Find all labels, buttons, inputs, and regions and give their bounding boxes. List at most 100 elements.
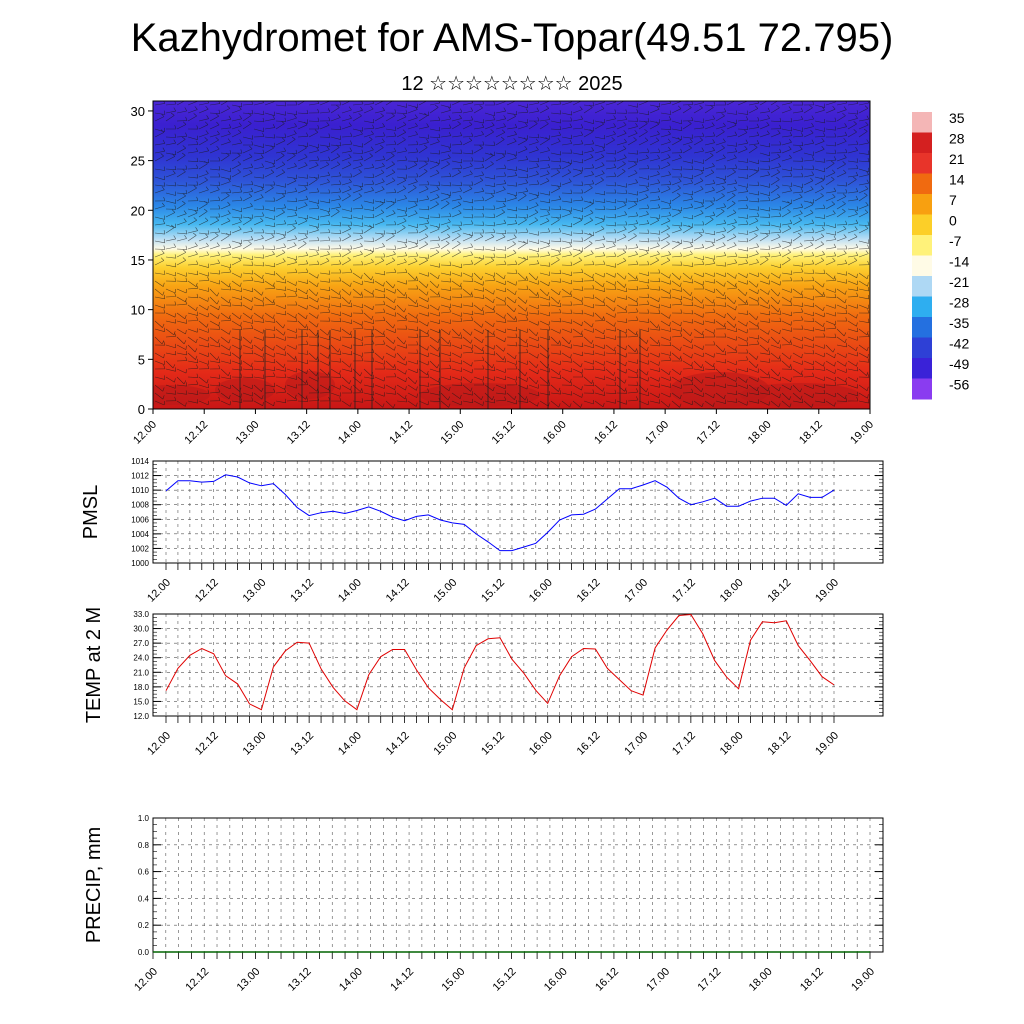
colorbar-swatch	[912, 194, 932, 215]
y-tick-label: 0	[138, 402, 145, 417]
y-tick-label: 20	[131, 203, 145, 218]
colorbar-label: 35	[949, 110, 965, 126]
x-tick-label: 13.00	[241, 577, 269, 605]
x-tick-label: 13.12	[285, 419, 313, 447]
x-tick-label: 17.00	[622, 730, 650, 758]
x-tick-label: 19.00	[849, 966, 877, 994]
y-tick-label: 0.4	[138, 894, 150, 903]
y-tick-label: 1.0	[138, 814, 150, 823]
y-tick-label: 5	[138, 352, 145, 367]
y-tick-label: 1004	[131, 530, 149, 539]
warm-core	[740, 383, 860, 407]
colorbar-label: -14	[949, 254, 969, 270]
x-tick-label: 14.00	[337, 966, 365, 994]
x-tick-label: 14.12	[387, 419, 415, 447]
x-tick-label: 18.00	[746, 419, 774, 447]
x-tick-label: 13.12	[288, 730, 316, 758]
x-tick-label: 12.00	[145, 577, 173, 605]
pmsl-axis-label: PMSL	[80, 485, 102, 539]
x-tick-label: 15.12	[490, 419, 518, 447]
colorbar-swatch	[912, 173, 932, 195]
x-tick-label: 14.00	[336, 730, 364, 758]
y-tick-label: 1002	[131, 544, 149, 553]
x-tick-label: 18.12	[765, 730, 793, 758]
y-tick-label: 10	[131, 303, 145, 318]
y-tick-label: 12.0	[133, 712, 149, 721]
x-tick-label: 18.12	[797, 419, 825, 447]
colorbar-swatch	[912, 358, 932, 379]
colorbar-swatch	[912, 337, 932, 359]
y-tick-label: 15.0	[133, 697, 149, 706]
x-tick-label: 12.12	[182, 419, 210, 447]
colorbar-label: 28	[949, 131, 965, 147]
y-tick-label: 1006	[131, 515, 149, 524]
x-tick-label: 12.00	[132, 966, 160, 994]
x-tick-label: 17.00	[643, 419, 671, 447]
x-tick-label: 12.00	[145, 730, 173, 758]
colorbar-label: 21	[949, 151, 965, 167]
x-tick-label: 18.12	[765, 577, 793, 605]
colorbar-label: 0	[949, 213, 957, 229]
y-tick-label: 0.8	[138, 841, 150, 850]
x-tick-label: 17.00	[622, 577, 650, 605]
y-tick-label: 18.0	[133, 683, 149, 692]
y-tick-label: 27.0	[133, 639, 149, 648]
x-tick-label: 16.12	[593, 966, 621, 994]
colorbar-label: -28	[949, 295, 969, 311]
x-tick-label: 17.12	[695, 419, 723, 447]
page-title: Kazhydromet for AMS-Topar(49.51 72.795)	[130, 16, 894, 60]
page-subtitle: 12 ☆☆☆☆☆☆☆☆ 2025	[401, 73, 623, 95]
x-tick-label: 13.00	[241, 730, 269, 758]
warm-core	[420, 383, 540, 407]
warm-core	[153, 385, 210, 405]
temp-panel: 12.0 15.0 18.0 21.0 24.0 27.0 30.0 33.0 12.00 12…	[83, 607, 884, 758]
x-tick-label: 16.00	[541, 419, 569, 447]
x-tick-label: 18.00	[718, 577, 746, 605]
temp-axis-label: TEMP at 2 M	[83, 607, 105, 723]
x-tick-label: 16.00	[527, 577, 555, 605]
colorbar-label: -7	[949, 233, 962, 249]
warm-core	[215, 378, 275, 402]
x-tick-label: 15.12	[479, 577, 507, 605]
colorbar-label: -42	[949, 336, 969, 352]
pmsl-panel: 1000 1002 1004 1006 1008 1010 1012 1014 12.00 12…	[80, 457, 884, 605]
colorbar-swatch	[912, 255, 932, 277]
x-tick-label: 16.12	[575, 577, 603, 605]
x-tick-label: 15.00	[439, 966, 467, 994]
x-tick-label: 12.12	[183, 966, 211, 994]
colorbar-label: -56	[949, 377, 969, 393]
precip-axis-label: PRECIP, mm	[83, 827, 105, 943]
x-tick-label: 15.00	[438, 419, 466, 447]
x-tick-label: 14.00	[336, 577, 364, 605]
colorbar-swatch	[912, 132, 932, 154]
x-tick-label: 12.00	[131, 419, 159, 447]
colorbar: 35 28 21 14 7 0 -7 -14 -21 -28 -35 -42 -49 -56	[912, 110, 969, 400]
x-tick-label: 13.00	[235, 966, 263, 994]
x-tick-label: 16.12	[592, 419, 620, 447]
y-tick-label: 0.6	[138, 868, 150, 877]
y-tick-label: 1014	[131, 457, 149, 466]
temp-frame	[152, 613, 884, 717]
y-tick-label: 0.2	[138, 921, 150, 930]
colorbar-swatch	[912, 214, 932, 236]
y-tick-label: 1012	[131, 472, 149, 481]
x-tick-label: 17.00	[644, 966, 672, 994]
y-tick-label: 1010	[131, 486, 149, 495]
colorbar-swatch	[912, 235, 932, 256]
colorbar-label: 14	[949, 172, 965, 188]
x-tick-label: 17.12	[670, 577, 698, 605]
colorbar-swatch	[912, 112, 932, 133]
heatmap-panel: 0 5 10 15 20 25 30 12.00 12.12 13.00 13.12 14.00 14…	[131, 100, 876, 447]
colorbar-label: 7	[949, 192, 957, 208]
x-tick-label: 14.12	[384, 577, 412, 605]
y-tick-label: 21.0	[133, 668, 149, 677]
x-tick-label: 16.00	[527, 730, 555, 758]
colorbar-swatch	[912, 276, 932, 297]
x-tick-label: 13.00	[234, 419, 262, 447]
x-tick-label: 12.12	[193, 730, 221, 758]
x-tick-label: 18.00	[718, 730, 746, 758]
wind-barbs	[154, 101, 870, 409]
colorbar-swatch	[912, 296, 932, 318]
precip-panel: 0.0 0.2 0.4 0.6 0.8 1.0 12.00 12.12 13.00 13.12 1…	[83, 814, 884, 994]
